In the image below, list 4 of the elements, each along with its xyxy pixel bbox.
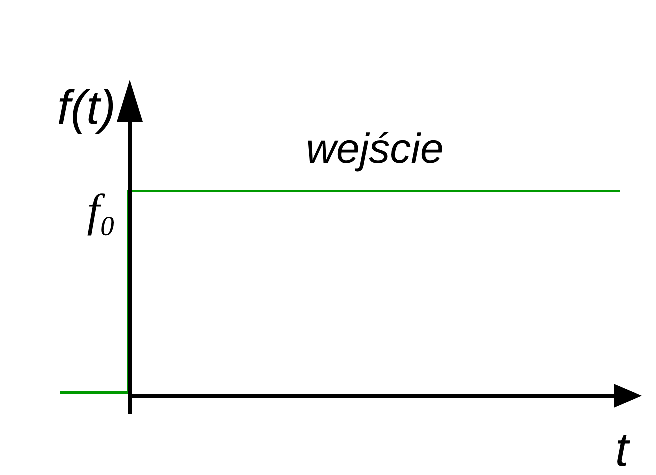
y-axis-title: f(t) [57,82,116,135]
annotation: f₀ [87,185,116,236]
series-label: wejście [306,125,444,172]
x-axis-title: t [615,424,630,475]
